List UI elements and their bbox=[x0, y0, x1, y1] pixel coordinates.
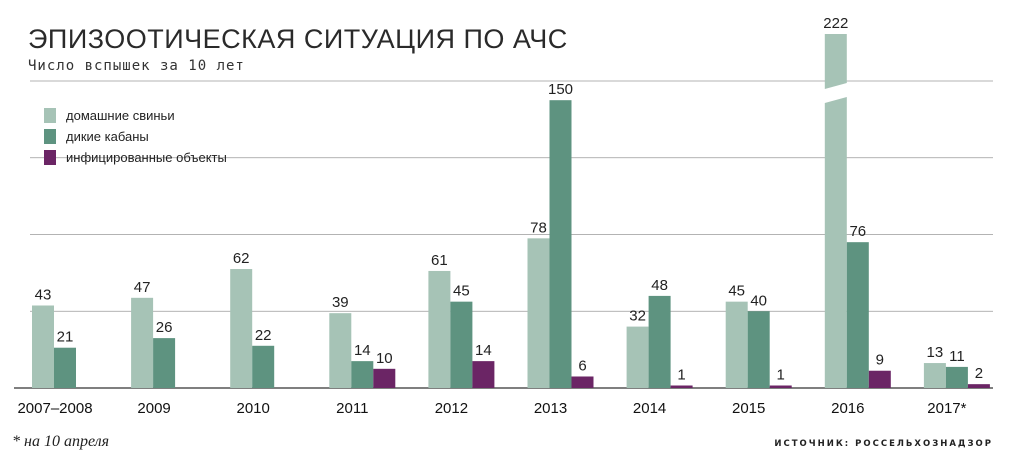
bar-domestic-2012 bbox=[428, 270, 451, 388]
value-label-domestic-2007-2008: 43 bbox=[35, 286, 52, 303]
bar-infected-2014 bbox=[670, 385, 693, 388]
legend-swatch-infected bbox=[44, 150, 56, 165]
bar-wild-2014 bbox=[648, 295, 671, 388]
legend-label-infected: инфицированные объекты bbox=[66, 150, 227, 165]
value-label-domestic-2010: 62 bbox=[233, 250, 250, 267]
value-label-infected-2017: 2 bbox=[975, 365, 983, 382]
source-credit: ИСТОЧНИК: РОССЕЛЬХОЗНАДЗОР bbox=[774, 439, 993, 449]
bar-wild-2016 bbox=[846, 242, 869, 388]
legend-swatch-wild bbox=[44, 129, 56, 144]
bar-domestic-2017 bbox=[923, 363, 946, 388]
bar-domestic-2009 bbox=[131, 297, 154, 388]
x-tick-2016: 2016 bbox=[831, 400, 864, 417]
bar-infected-2017 bbox=[967, 384, 990, 388]
value-label-wild-2009: 26 bbox=[156, 319, 173, 336]
bar-wild-2013 bbox=[549, 100, 572, 388]
value-label-infected-2013: 6 bbox=[578, 357, 586, 374]
bar-domestic-2015 bbox=[725, 301, 748, 388]
value-label-domestic-2014: 32 bbox=[629, 308, 646, 325]
bar-domestic-2016-lower bbox=[824, 97, 847, 388]
value-label-infected-2011: 10 bbox=[376, 350, 393, 367]
value-label-domestic-2017: 13 bbox=[927, 344, 944, 361]
bar-infected-2016 bbox=[868, 370, 891, 388]
x-tick-2017: 2017* bbox=[927, 400, 966, 417]
bar-domestic-2010 bbox=[230, 269, 253, 388]
legend: домашние свиньи дикие кабаны инфицированны… bbox=[44, 108, 227, 165]
bar-domestic-2007-2008 bbox=[32, 305, 54, 388]
legend-swatch-domestic bbox=[44, 108, 56, 123]
bar-domestic-2011 bbox=[329, 313, 352, 388]
x-tick-2009: 2009 bbox=[137, 400, 170, 417]
x-tick-2010: 2010 bbox=[237, 400, 270, 417]
value-label-infected-2016: 9 bbox=[876, 352, 884, 369]
value-label-wild-2007-2008: 21 bbox=[57, 329, 74, 346]
x-tick-2007-2008: 2007–2008 bbox=[17, 400, 92, 417]
value-label-domestic-2013: 78 bbox=[530, 219, 547, 236]
value-label-infected-2014: 1 bbox=[677, 367, 685, 384]
value-label-wild-2012: 45 bbox=[453, 283, 470, 300]
value-label-wild-2017: 11 bbox=[949, 348, 965, 365]
x-tick-2014: 2014 bbox=[633, 400, 666, 417]
x-tick-2015: 2015 bbox=[732, 400, 765, 417]
bar-wild-2011 bbox=[351, 361, 374, 388]
bar-wild-2007-2008 bbox=[54, 347, 76, 388]
value-label-domestic-2011: 39 bbox=[332, 294, 349, 311]
chart-title: ЭПИЗООТИЧЕСКАЯ СИТУАЦИЯ ПО АЧС bbox=[28, 24, 568, 54]
value-label-wild-2016: 76 bbox=[849, 223, 866, 240]
value-label-domestic-2016: 222 bbox=[823, 15, 848, 32]
value-label-infected-2012: 14 bbox=[475, 342, 492, 359]
value-label-infected-2015: 1 bbox=[777, 367, 785, 384]
value-label-domestic-2009: 47 bbox=[134, 279, 151, 296]
bar-infected-2012 bbox=[472, 361, 495, 388]
bar-domestic-2013 bbox=[527, 238, 550, 388]
x-axis-ticks: 2007–2008 2009 2010 2011 2012 2013 2014 2015 201… bbox=[17, 400, 966, 417]
x-tick-2012: 2012 bbox=[435, 400, 468, 417]
bar-wild-2015 bbox=[747, 311, 770, 388]
x-tick-2013: 2013 bbox=[534, 400, 567, 417]
bar-wild-2009 bbox=[153, 338, 176, 388]
value-label-domestic-2015: 45 bbox=[728, 283, 745, 300]
bar-wild-2010 bbox=[252, 345, 275, 388]
bar-wild-2012 bbox=[450, 301, 473, 388]
value-label-wild-2013: 150 bbox=[548, 81, 573, 98]
value-label-wild-2011: 14 bbox=[354, 342, 371, 359]
legend-label-wild: дикие кабаны bbox=[66, 129, 149, 144]
bars bbox=[32, 34, 990, 388]
bar-infected-2015 bbox=[769, 385, 792, 388]
bar-domestic-2016 bbox=[824, 34, 847, 89]
x-tick-2011: 2011 bbox=[336, 400, 368, 417]
value-label-wild-2015: 40 bbox=[750, 292, 767, 309]
legend-label-domestic: домашние свиньи bbox=[66, 108, 175, 123]
bar-wild-2017 bbox=[945, 366, 968, 388]
bar-infected-2011 bbox=[373, 368, 396, 388]
chart-subtitle: Число вспышек за 10 лет bbox=[28, 58, 245, 74]
bar-infected-2013 bbox=[571, 376, 594, 388]
bar-domestic-2014 bbox=[626, 326, 649, 388]
footnote: * на 10 апреля bbox=[12, 433, 109, 450]
value-label-domestic-2012: 61 bbox=[431, 252, 448, 269]
value-label-wild-2014: 48 bbox=[651, 277, 668, 294]
value-label-wild-2010: 22 bbox=[255, 327, 272, 344]
